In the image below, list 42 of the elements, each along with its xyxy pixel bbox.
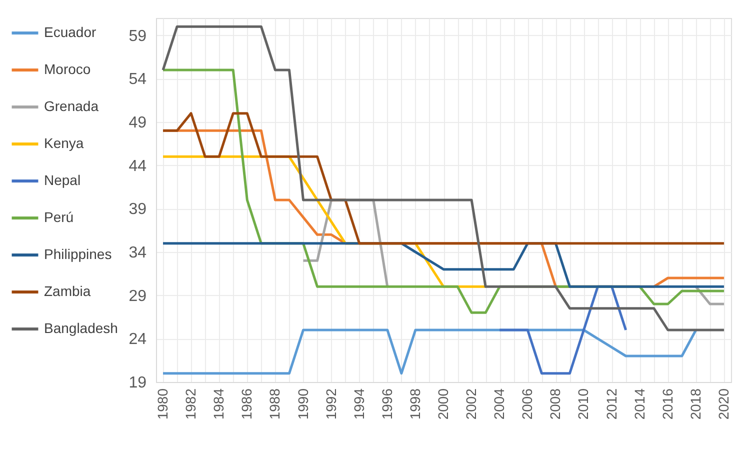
y-tick-label: 54 <box>128 71 147 88</box>
x-tick-label: 1994 <box>350 388 367 420</box>
x-tick-label: 1980 <box>154 388 171 420</box>
legend-label: Perú <box>44 209 74 225</box>
y-tick-label: 39 <box>128 201 147 218</box>
y-tick-label: 19 <box>128 374 147 392</box>
legend-label: Philippines <box>44 246 112 262</box>
y-tick-label: 29 <box>128 288 147 305</box>
x-tick-label: 2012 <box>603 388 620 420</box>
line-series <box>162 328 698 375</box>
x-tick-label: 1992 <box>322 388 339 420</box>
y-tick-label: 59 <box>128 28 147 45</box>
y-tick-label: 49 <box>128 114 147 132</box>
x-tick-label: 2016 <box>659 388 676 420</box>
x-tick-label: 1986 <box>238 388 255 420</box>
x-tick-label: 1982 <box>182 388 199 420</box>
x-tick-label: 2018 <box>687 388 704 420</box>
line-series <box>162 112 726 245</box>
x-tick-label: 2004 <box>491 388 508 420</box>
x-tick-label: 2002 <box>463 388 480 420</box>
y-tick-label: 24 <box>128 331 147 348</box>
x-tick-label: 1996 <box>378 388 395 420</box>
legend-label: Bangladesh <box>44 320 118 336</box>
x-tick-label: 2010 <box>575 388 592 420</box>
x-tick-label: 1998 <box>406 388 423 420</box>
legend-label: Kenya <box>44 135 84 151</box>
line-series <box>162 25 726 332</box>
legend-label: Zambia <box>44 283 91 299</box>
legend-label: Nepal <box>44 172 81 188</box>
legend-label: Ecuador <box>44 24 96 40</box>
x-tick-label: 2008 <box>547 388 564 420</box>
x-tick-label: 2014 <box>631 388 648 420</box>
x-tick-label: 1988 <box>266 388 283 420</box>
legend-label: Moroco <box>44 61 91 77</box>
x-tick-label: 1990 <box>294 388 311 420</box>
x-tick-label: 2020 <box>715 388 732 420</box>
x-tick-label: 2006 <box>519 388 536 420</box>
x-tick-label: 2000 <box>435 388 451 420</box>
legend-label: Grenada <box>44 98 99 114</box>
y-tick-label: 44 <box>128 158 147 175</box>
y-tick-label: 34 <box>128 244 147 262</box>
x-tick-label: 1984 <box>210 388 227 420</box>
